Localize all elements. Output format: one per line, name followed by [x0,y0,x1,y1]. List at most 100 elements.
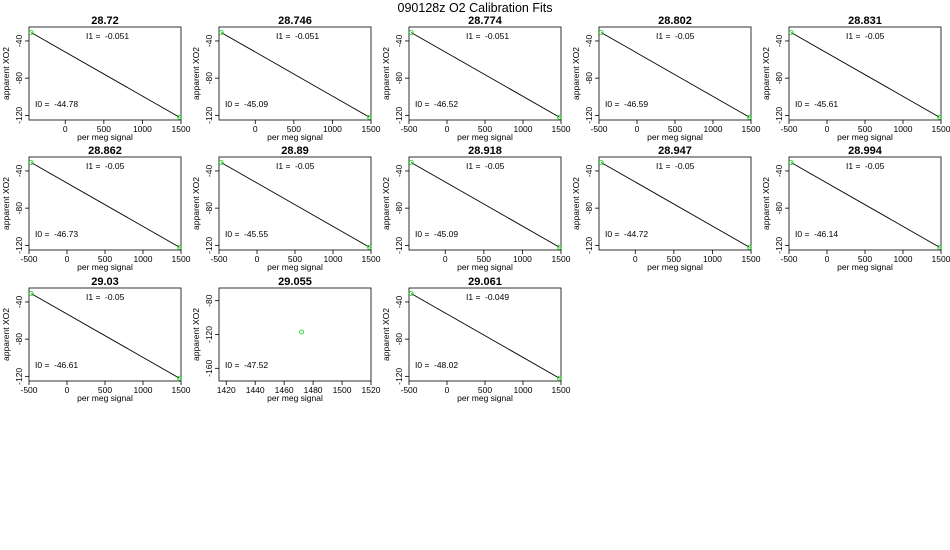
x-tick-label: 500 [97,124,111,134]
x-tick-label: -500 [400,385,417,395]
x-tick-label: 0 [255,254,260,264]
i0-value: -46.73 [54,229,78,239]
i1-value: -0.049 [485,292,509,302]
x-tick-label: 1500 [362,254,381,264]
data-point [28,291,34,297]
y-tick-label: -120 [14,368,24,385]
data-point [299,329,304,335]
x-tick-label: -500 [20,385,37,395]
y-tick-label: -120 [584,237,594,254]
x-tick-label: 1000 [134,385,153,395]
i1-label: I1 = [846,31,860,41]
i0-label: I0 = [415,360,429,370]
data-point [937,114,942,120]
x-tick-label: 1500 [333,385,352,395]
i0-value: -44.72 [624,229,648,239]
plot-frame [598,156,752,251]
x-tick-label: -500 [210,254,227,264]
y-tick-label: -40 [584,165,594,178]
fit-line [31,293,180,379]
i0-label: I0 = [35,229,49,239]
data-point [177,375,182,381]
x-tick-label: -500 [590,124,607,134]
data-point [28,30,34,36]
data-point [788,30,794,36]
i1-value: -0.051 [105,31,129,41]
x-tick-label: 500 [98,254,112,264]
y-tick-label: -80 [14,333,24,346]
x-tick-label: 500 [668,124,682,134]
i0-value: -47.52 [244,360,268,370]
data-point [408,160,414,166]
y-axis-label: apparent XO2 [191,177,201,230]
plot-frame [28,26,182,121]
x-tick-label: 500 [477,254,491,264]
x-tick-label: 1000 [134,254,153,264]
i0-value: -46.61 [54,360,78,370]
x-axis-label: per meg signal [77,262,133,272]
y-tick-label: -80 [394,72,404,85]
x-tick-label: 500 [98,385,112,395]
y-axis-label: apparent XO2 [1,47,11,100]
y-tick-label: -80 [14,72,24,85]
panel-title: 29.061 [468,276,502,288]
y-tick-label: -80 [774,202,784,215]
i0-label: I0 = [225,360,239,370]
y-tick-label: -40 [14,35,24,48]
y-tick-label: -80 [204,72,214,85]
i1-label: I1 = [86,31,100,41]
y-tick-label: -120 [774,237,784,254]
i0-value: -46.14 [814,229,838,239]
y-tick-label: -120 [204,326,214,343]
x-tick-label: 1000 [703,254,722,264]
y-tick-label: -80 [394,202,404,215]
panel-28-947: 28.947 0 500 1000 1500 -40 -80 -120 per meg sign… [571,145,761,272]
x-tick-label: 0 [635,124,640,134]
y-tick-label: -120 [394,237,404,254]
x-axis-label: per meg signal [77,393,133,403]
panel-29-061: 29.061 -500 0 500 1000 1500 -40 -80 -120 per meg … [381,276,571,403]
x-tick-label: -500 [780,124,797,134]
y-tick-label: -160 [204,360,214,377]
y-tick-label: -80 [204,202,214,215]
x-tick-label: 1000 [894,254,913,264]
panel-title: 28.72 [91,15,119,27]
i0-value: -44.78 [54,99,78,109]
panel-title: 29.03 [91,276,119,288]
i1-value: -0.05 [105,292,125,302]
data-point [598,30,604,36]
x-tick-label: 500 [667,254,681,264]
figure-title: 090128z O2 Calibration Fits [398,1,553,15]
data-point [598,160,604,166]
panel-29-03: 29.03 -500 0 500 1000 1500 -40 -80 -120 per meg s… [1,276,191,403]
i0-value: -48.02 [434,360,458,370]
data-point [218,30,224,36]
panel-title: 28.862 [88,145,122,157]
x-tick-label: 1500 [172,254,191,264]
fit-line [31,162,180,248]
y-tick-label: -40 [584,35,594,48]
x-tick-label: 0 [825,254,830,264]
y-axis-label: apparent XO2 [191,47,201,100]
y-tick-label: -120 [394,107,404,124]
y-tick-label: -120 [204,237,214,254]
x-axis-label: per meg signal [457,393,513,403]
x-tick-label: 1500 [362,124,381,134]
x-tick-label: -500 [20,254,37,264]
fit-line [31,32,180,118]
x-tick-label: 500 [858,254,872,264]
data-point [28,160,34,166]
x-tick-label: 1000 [133,124,152,134]
y-axis-label: apparent XO2 [381,177,391,230]
x-tick-label: 0 [65,254,70,264]
x-tick-label: 0 [63,124,68,134]
fit-line [411,162,560,248]
y-axis-label: apparent XO2 [381,308,391,361]
x-tick-label: 1500 [742,124,761,134]
x-axis-label: per meg signal [267,132,323,142]
y-axis-label: apparent XO2 [381,47,391,100]
panel-title: 28.774 [468,15,503,27]
data-point [747,244,752,250]
x-tick-label: 1500 [742,254,761,264]
i0-value: -45.55 [244,229,268,239]
